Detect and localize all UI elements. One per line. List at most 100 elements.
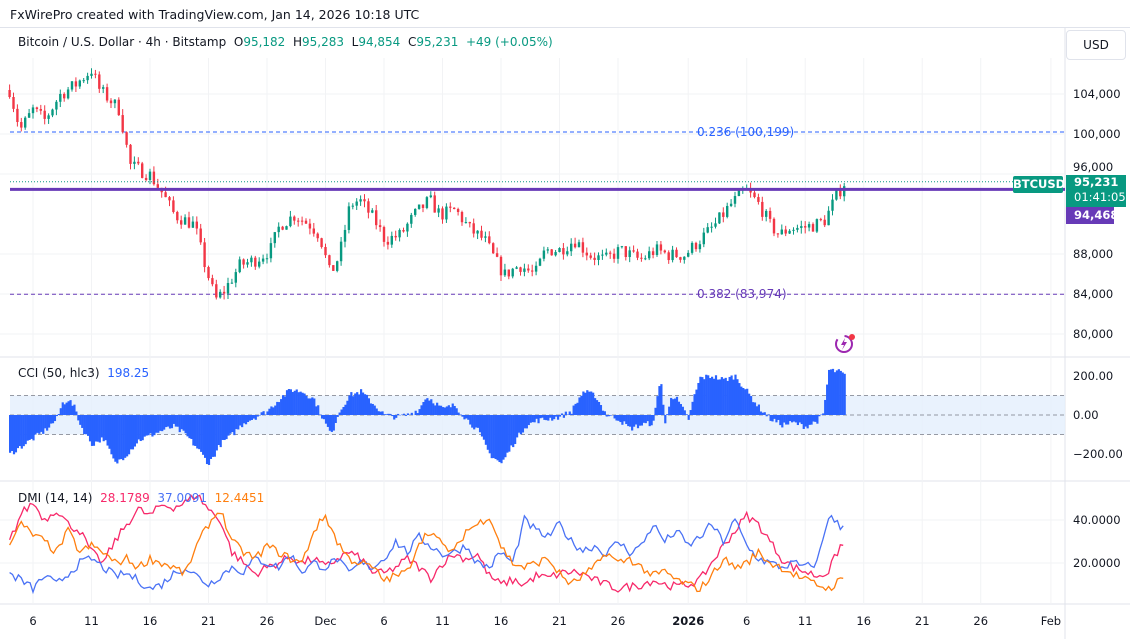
- time-tick-label: 16: [143, 614, 158, 628]
- cci-bar: [278, 402, 280, 415]
- cci-bar: [495, 415, 497, 459]
- cci-bar: [532, 415, 534, 422]
- cci-bar: [592, 393, 594, 415]
- time-tick-label: 11: [798, 614, 813, 628]
- cci-bar: [147, 415, 149, 435]
- candle-body: [753, 193, 755, 198]
- candle-body: [519, 267, 521, 272]
- candle-body: [16, 109, 18, 122]
- candle-body: [835, 190, 837, 199]
- candle-body: [94, 74, 96, 75]
- cci-bar: [680, 404, 682, 415]
- cci-bar: [68, 401, 70, 415]
- cci-bar: [89, 415, 91, 441]
- cci-bar: [366, 395, 368, 415]
- candle-body: [824, 220, 826, 226]
- cci-bar: [346, 401, 348, 415]
- cci-bar: [420, 405, 422, 415]
- cci-bar: [715, 375, 717, 415]
- candle-body: [203, 242, 205, 267]
- candle-body: [644, 258, 646, 259]
- cci-bar: [463, 415, 465, 419]
- cci-bar: [775, 415, 777, 422]
- cci-bar: [46, 415, 48, 431]
- open-label: O: [234, 35, 243, 49]
- candle-body: [211, 278, 213, 284]
- cci-bar: [440, 406, 442, 415]
- candle-body: [36, 107, 38, 109]
- candle-body: [664, 251, 666, 253]
- cci-bar: [633, 415, 635, 427]
- cci-bar: [157, 415, 159, 433]
- cci-bar: [77, 415, 79, 420]
- cci-bar: [64, 404, 66, 415]
- candle-body: [410, 215, 412, 224]
- candle-body: [422, 204, 424, 207]
- cci-bar: [688, 415, 690, 420]
- cci-bar: [809, 415, 811, 425]
- candle-body: [344, 230, 346, 242]
- cci-bar: [370, 403, 372, 415]
- cci-bar: [789, 415, 791, 421]
- currency-button[interactable]: USD: [1066, 30, 1126, 60]
- candle-body: [223, 292, 225, 294]
- candle-body: [839, 190, 841, 196]
- candle-body: [63, 94, 65, 98]
- cci-bar: [144, 415, 146, 437]
- cci-title[interactable]: CCI (50, hlc3): [18, 366, 100, 380]
- cci-bar: [42, 415, 44, 434]
- candle-body: [184, 217, 186, 224]
- time-tick-label: 6: [380, 614, 387, 628]
- cci-bar: [614, 415, 616, 418]
- candle-body: [371, 210, 373, 212]
- cci-bar: [397, 414, 399, 415]
- candle-body: [441, 208, 443, 219]
- candle-body: [461, 212, 463, 222]
- cci-bar: [491, 415, 493, 458]
- cci-bar: [93, 415, 95, 446]
- cci-bar: [676, 397, 678, 415]
- close-value: 95,231: [416, 35, 458, 49]
- cci-bar: [742, 388, 744, 415]
- cci-bar: [140, 415, 142, 441]
- candle-body: [785, 230, 787, 234]
- cci-bar: [161, 415, 163, 431]
- tradingview-ideas-icon[interactable]: [832, 333, 856, 355]
- candle-body: [402, 230, 404, 231]
- cci-bar: [317, 405, 319, 415]
- cci-bar: [280, 399, 282, 415]
- cci-bar: [477, 415, 479, 428]
- candle-body: [586, 253, 588, 256]
- cci-bar: [15, 415, 17, 452]
- cci-bar: [243, 415, 245, 423]
- cci-bar: [493, 415, 495, 458]
- cci-bar: [608, 415, 610, 416]
- cci-bar: [331, 415, 333, 432]
- candle-body: [570, 244, 572, 252]
- cci-bar: [824, 400, 826, 415]
- cci-bar: [668, 407, 670, 415]
- dmi-title[interactable]: DMI (14, 14): [18, 491, 92, 505]
- cci-bar: [575, 404, 577, 415]
- cci-bar: [662, 405, 664, 415]
- cci-bar: [352, 396, 354, 415]
- candle-body: [449, 207, 451, 208]
- cci-bar: [692, 402, 694, 415]
- cci-bar: [826, 385, 828, 415]
- cci-bar: [678, 402, 680, 415]
- candle-body: [270, 243, 272, 258]
- cci-bar: [19, 415, 21, 446]
- cci-bar: [473, 415, 475, 429]
- cci-bar: [705, 375, 707, 415]
- candle-body: [79, 81, 81, 87]
- cci-bar: [208, 415, 210, 465]
- candle-body: [297, 221, 299, 222]
- cci-bar: [707, 375, 709, 415]
- cci-bar: [323, 415, 325, 419]
- cci-bar: [629, 415, 631, 427]
- cci-bar: [185, 415, 187, 433]
- candle-body: [418, 204, 420, 208]
- cci-bar: [719, 379, 721, 415]
- symbol-name[interactable]: Bitcoin / U.S. Dollar · 4h · Bitstamp: [18, 35, 226, 49]
